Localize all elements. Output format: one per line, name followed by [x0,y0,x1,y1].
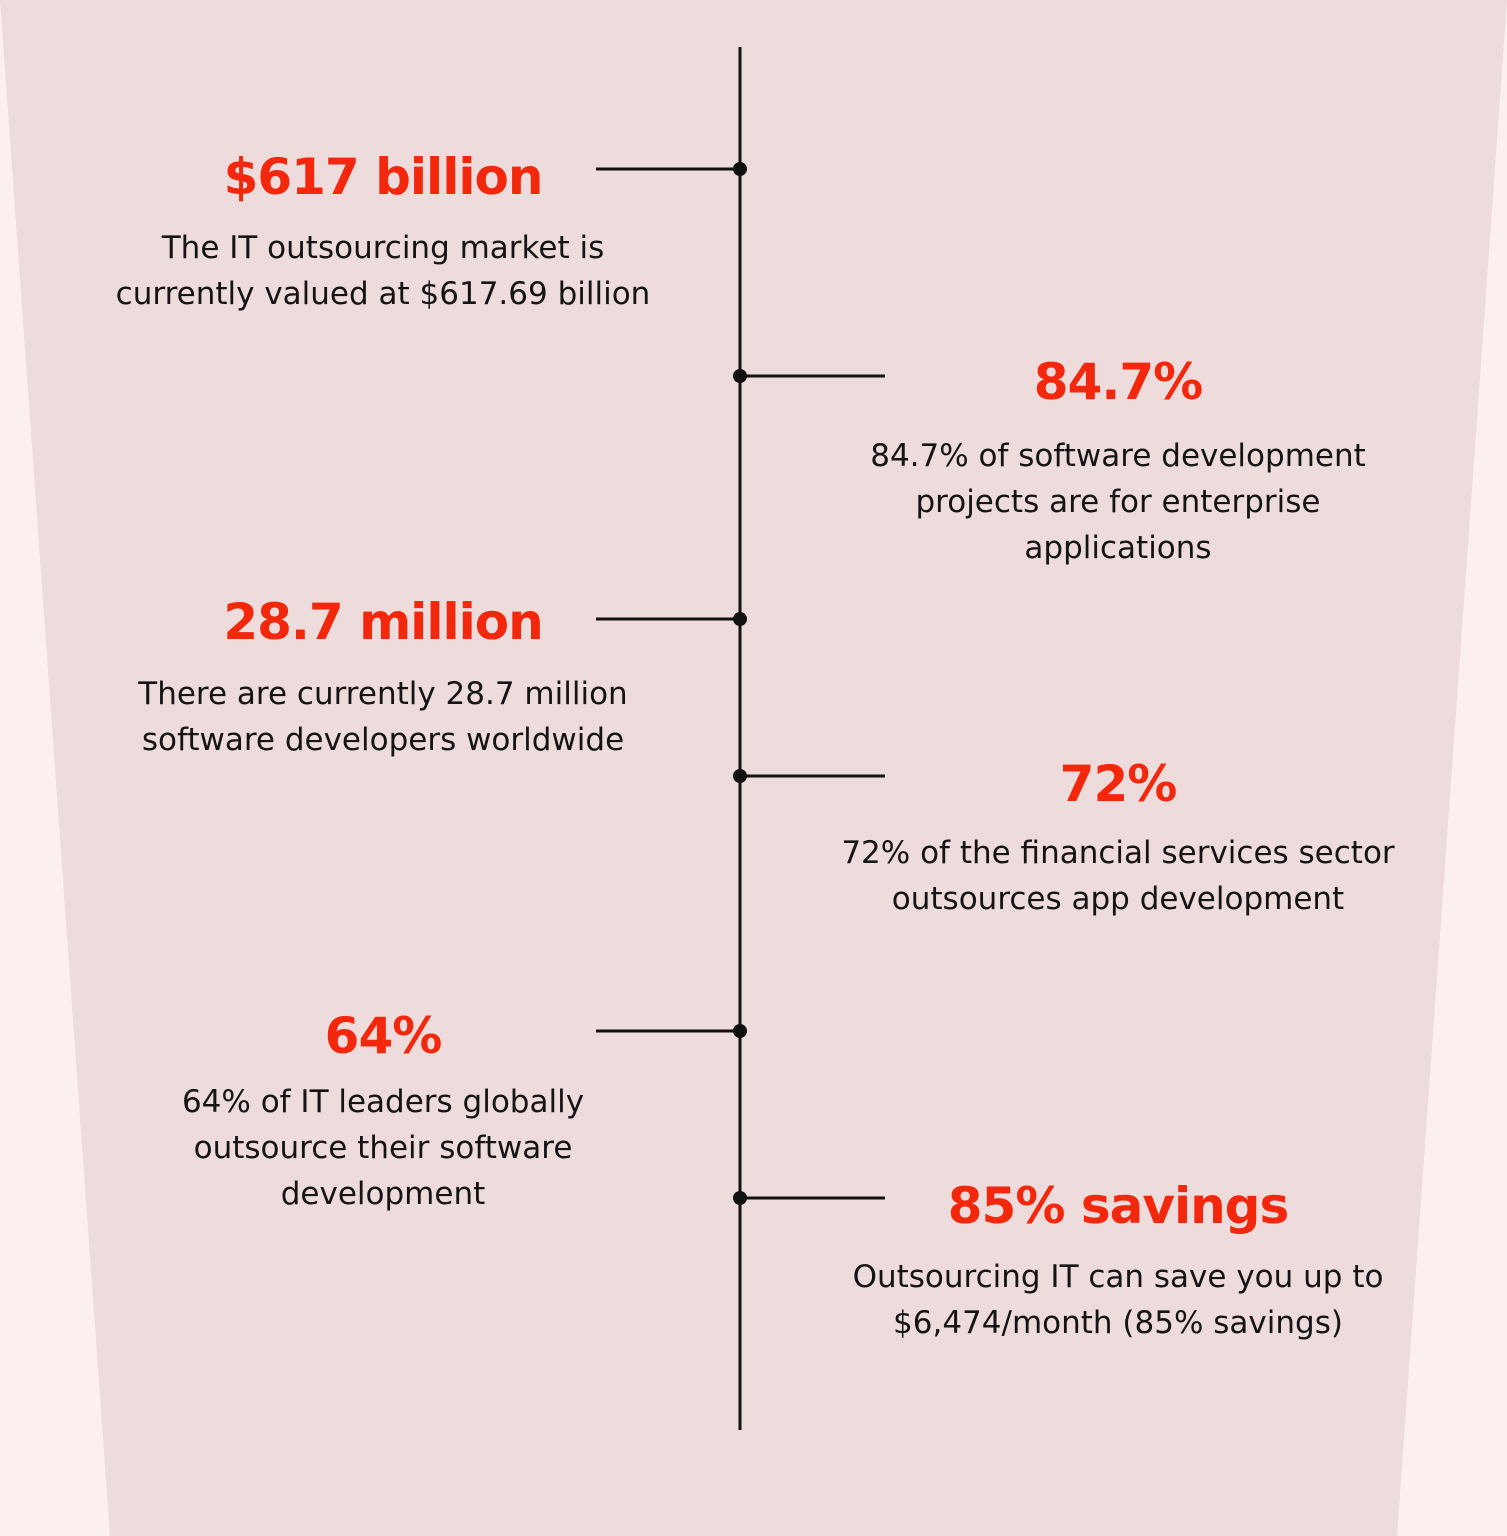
stat-description: 64% of IT leaders globally outsource the… [181,1084,585,1212]
dot [733,162,747,176]
stat-description: 84.7% of software development projects a… [870,438,1366,566]
dot [733,1024,747,1038]
stat-description: The IT outsourcing market is currently v… [115,230,651,312]
stat-description: There are currently 28.7 million softwar… [138,676,628,758]
connectors [596,162,885,1205]
stat-description: 72% of the financial services sector out… [841,835,1395,917]
dot [733,769,747,783]
stat-headline: 28.7 million [223,593,543,651]
stat-headline: 64% [324,1007,443,1065]
stat-description: Outsourcing IT can save you up to $6,474… [852,1259,1384,1341]
dot [733,612,747,626]
stat-headline: $617 billion [223,148,544,206]
dot [733,369,747,383]
dot [733,1191,747,1205]
stat-headline: 72% [1059,755,1178,813]
stat-headline: 84.7% [1033,353,1203,411]
stat-headline: 85% savings [947,1177,1289,1235]
